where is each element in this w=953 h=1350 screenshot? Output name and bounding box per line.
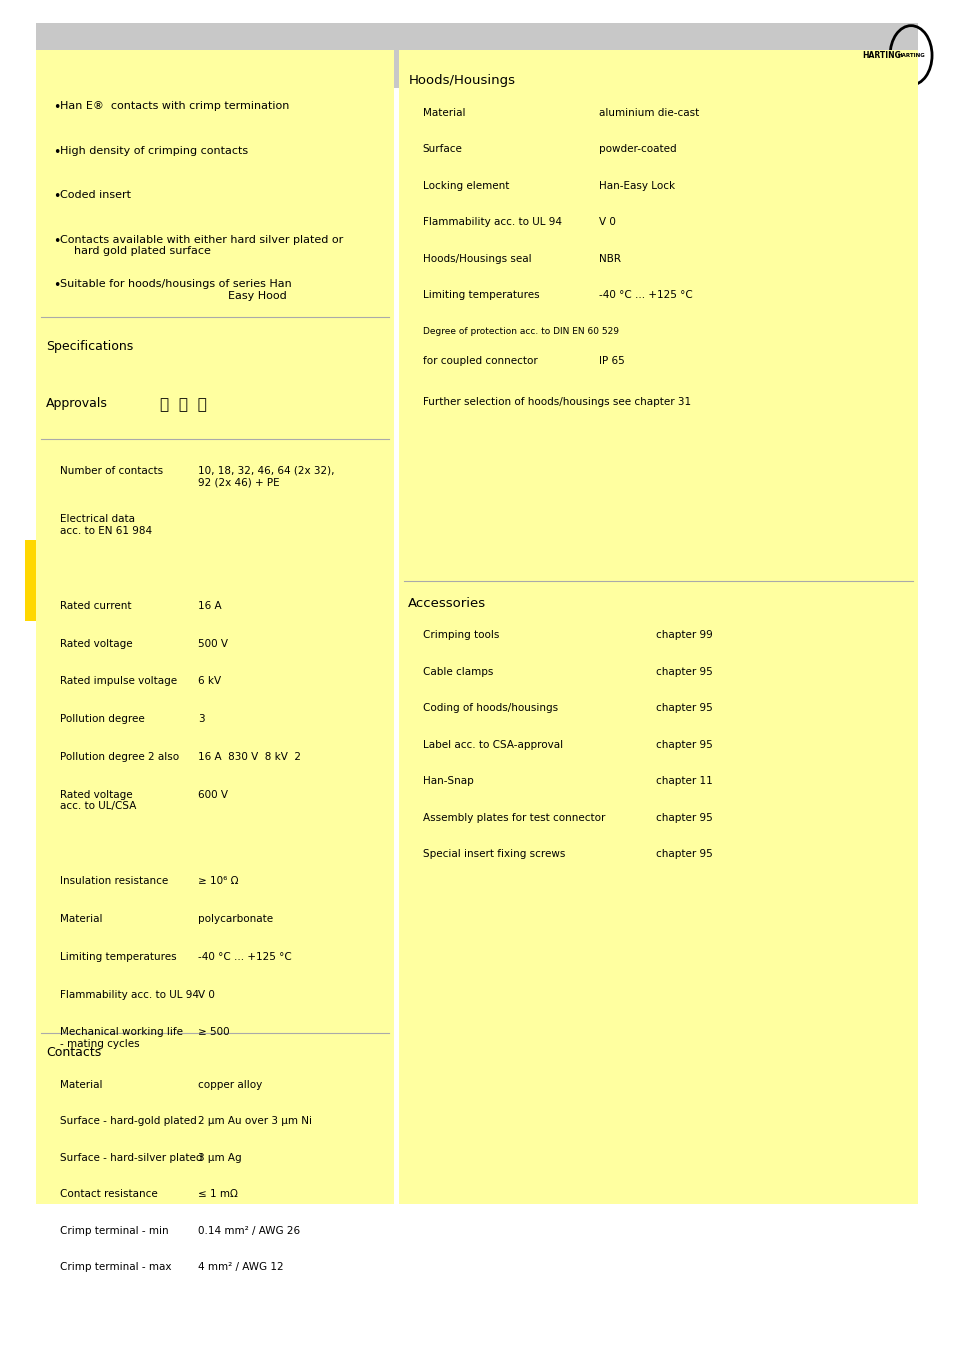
Text: Surface: Surface	[422, 144, 462, 154]
Text: Rated voltage
acc. to UL/CSA: Rated voltage acc. to UL/CSA	[60, 790, 136, 811]
Text: Accessories: Accessories	[408, 597, 486, 610]
Text: 16 A: 16 A	[198, 601, 222, 610]
Text: 500 V: 500 V	[198, 639, 228, 648]
Text: Number of contacts: Number of contacts	[60, 466, 163, 475]
Text: chapter 95: chapter 95	[656, 703, 712, 713]
Text: 0.14 mm² / AWG 26: 0.14 mm² / AWG 26	[198, 1226, 300, 1235]
Text: •: •	[53, 101, 61, 115]
Text: for coupled connector: for coupled connector	[422, 356, 537, 366]
Text: ≥ 10⁶ Ω: ≥ 10⁶ Ω	[198, 876, 238, 886]
Text: 2 μm Au over 3 μm Ni: 2 μm Au over 3 μm Ni	[198, 1116, 312, 1126]
Text: 3: 3	[198, 714, 205, 724]
Text: Material: Material	[60, 1080, 103, 1089]
Text: chapter 99: chapter 99	[656, 630, 712, 640]
Text: 600 V: 600 V	[198, 790, 228, 799]
Text: Contact resistance: Contact resistance	[60, 1189, 157, 1199]
Text: Crimping tools: Crimping tools	[422, 630, 498, 640]
Text: Degree of protection acc. to DIN EN 60 529: Degree of protection acc. to DIN EN 60 5…	[422, 327, 618, 336]
Text: Crimp terminal - max: Crimp terminal - max	[60, 1262, 172, 1272]
Text: Cable clamps: Cable clamps	[422, 667, 493, 676]
Text: Rated impulse voltage: Rated impulse voltage	[60, 676, 177, 686]
Text: Specifications: Specifications	[46, 340, 132, 354]
Text: Han E®  contacts with crimp termination: Han E® contacts with crimp termination	[60, 101, 289, 111]
Text: 10, 18, 32, 46, 64 (2x 32),
92 (2x 46) + PE: 10, 18, 32, 46, 64 (2x 32), 92 (2x 46) +…	[198, 466, 335, 487]
Text: •: •	[53, 279, 61, 293]
Text: chapter 95: chapter 95	[656, 813, 712, 822]
Text: Assembly plates for test connector: Assembly plates for test connector	[422, 813, 604, 822]
Text: 16 A  830 V  8 kV  2: 16 A 830 V 8 kV 2	[198, 752, 301, 761]
Text: ≥ 500: ≥ 500	[198, 1027, 230, 1037]
FancyBboxPatch shape	[398, 50, 917, 1204]
Text: Limiting temperatures: Limiting temperatures	[60, 952, 176, 961]
Text: HARTING: HARTING	[862, 51, 901, 59]
Text: Electrical data
acc. to EN 61 984: Electrical data acc. to EN 61 984	[60, 514, 152, 536]
Text: V 0: V 0	[598, 217, 616, 227]
FancyBboxPatch shape	[36, 50, 394, 1204]
Text: chapter 11: chapter 11	[656, 776, 712, 786]
Text: Contacts available with either hard silver plated or
    hard gold plated surfac: Contacts available with either hard silv…	[60, 235, 343, 256]
Text: •: •	[53, 235, 61, 248]
Text: copper alloy: copper alloy	[198, 1080, 262, 1089]
Text: 3 μm Ag: 3 μm Ag	[198, 1153, 242, 1162]
Text: ≤ 1 mΩ: ≤ 1 mΩ	[198, 1189, 238, 1199]
Text: V 0: V 0	[198, 990, 215, 999]
Text: Han-Easy Lock: Han-Easy Lock	[598, 181, 675, 190]
Text: ␖  Ⓙ  ⓤ: ␖ Ⓙ ⓤ	[160, 397, 207, 412]
Text: Flammability acc. to UL 94: Flammability acc. to UL 94	[60, 990, 199, 999]
Text: 6 kV: 6 kV	[198, 676, 221, 686]
Text: •: •	[53, 146, 61, 159]
Text: Surface - hard-silver plated: Surface - hard-silver plated	[60, 1153, 202, 1162]
Text: Crimp terminal - min: Crimp terminal - min	[60, 1226, 169, 1235]
Text: -40 °C ... +125 °C: -40 °C ... +125 °C	[598, 290, 692, 300]
Text: Material: Material	[422, 108, 465, 117]
Text: aluminium die-cast: aluminium die-cast	[598, 108, 699, 117]
Text: IP 65: IP 65	[598, 356, 624, 366]
Text: Hoods/Housings: Hoods/Housings	[408, 74, 515, 88]
Text: Locking element: Locking element	[422, 181, 509, 190]
Text: Contacts: Contacts	[46, 1046, 101, 1060]
Text: Special insert fixing screws: Special insert fixing screws	[422, 849, 564, 859]
Text: Insulation resistance: Insulation resistance	[60, 876, 168, 886]
Text: powder-coated: powder-coated	[598, 144, 676, 154]
Text: 4 mm² / AWG 12: 4 mm² / AWG 12	[198, 1262, 284, 1272]
Text: polycarbonate: polycarbonate	[198, 914, 274, 923]
Text: chapter 95: chapter 95	[656, 849, 712, 859]
Text: Pollution degree 2 also: Pollution degree 2 also	[60, 752, 179, 761]
Text: Surface - hard-gold plated: Surface - hard-gold plated	[60, 1116, 196, 1126]
Text: Pollution degree: Pollution degree	[60, 714, 145, 724]
Text: Rated voltage: Rated voltage	[60, 639, 132, 648]
Text: Han-Snap: Han-Snap	[422, 776, 473, 786]
Text: -40 °C ... +125 °C: -40 °C ... +125 °C	[198, 952, 292, 961]
Text: Material: Material	[60, 914, 103, 923]
Text: HARTING: HARTING	[896, 53, 924, 58]
Text: Mechanical working life
- mating cycles: Mechanical working life - mating cycles	[60, 1027, 183, 1049]
Text: Rated current: Rated current	[60, 601, 132, 610]
Text: Hoods/Housings seal: Hoods/Housings seal	[422, 254, 531, 263]
Text: chapter 95: chapter 95	[656, 667, 712, 676]
Text: Coded insert: Coded insert	[60, 190, 131, 200]
Text: Label acc. to CSA-approval: Label acc. to CSA-approval	[422, 740, 562, 749]
Text: Suitable for hoods/housings of series Han
                                      : Suitable for hoods/housings of series Ha…	[60, 279, 292, 301]
Text: •: •	[53, 190, 61, 204]
Text: Limiting temperatures: Limiting temperatures	[422, 290, 538, 300]
Text: High density of crimping contacts: High density of crimping contacts	[60, 146, 248, 155]
Text: Coding of hoods/housings: Coding of hoods/housings	[422, 703, 558, 713]
Text: Approvals: Approvals	[46, 397, 108, 410]
Text: NBR: NBR	[598, 254, 620, 263]
Text: Flammability acc. to UL 94: Flammability acc. to UL 94	[422, 217, 561, 227]
FancyBboxPatch shape	[25, 540, 36, 621]
FancyBboxPatch shape	[36, 23, 917, 88]
Text: chapter 95: chapter 95	[656, 740, 712, 749]
Text: Further selection of hoods/housings see chapter 31: Further selection of hoods/housings see …	[422, 397, 690, 406]
